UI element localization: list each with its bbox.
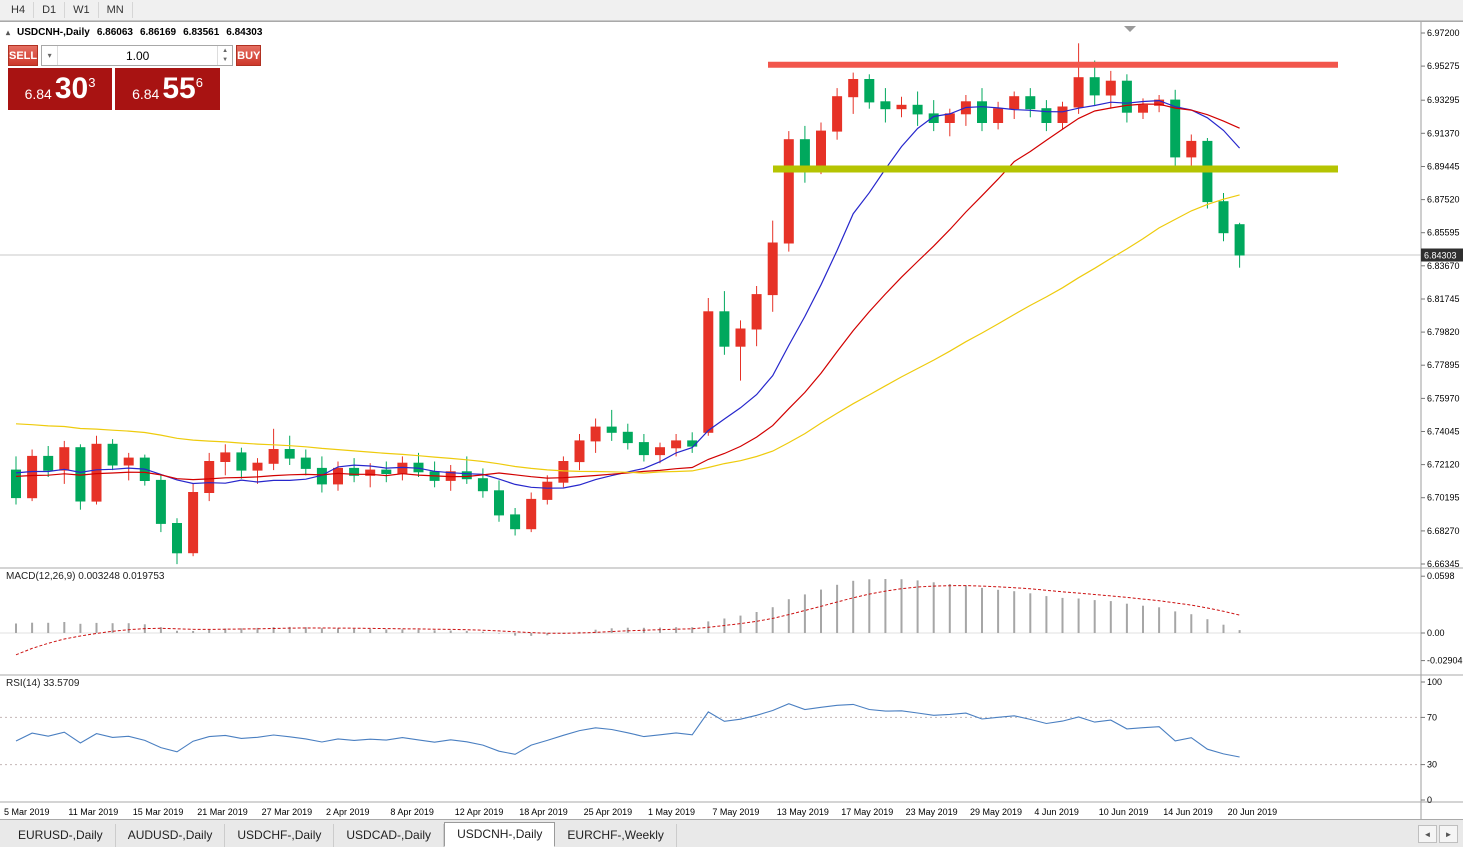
svg-text:7 May 2019: 7 May 2019 bbox=[712, 807, 759, 817]
svg-text:4 Jun 2019: 4 Jun 2019 bbox=[1034, 807, 1079, 817]
svg-text:6.75970: 6.75970 bbox=[1427, 393, 1460, 403]
svg-text:6.74045: 6.74045 bbox=[1427, 427, 1460, 437]
svg-text:30: 30 bbox=[1427, 760, 1437, 770]
svg-text:6.95275: 6.95275 bbox=[1427, 61, 1460, 71]
svg-text:6.84303: 6.84303 bbox=[1424, 251, 1457, 261]
chart-canvas[interactable]: 6.97200 6.95275 6.93295 6.91370 6.89445 6.875… bbox=[0, 22, 1463, 819]
timeframe-d1-button[interactable]: D1 bbox=[34, 2, 66, 18]
buy-price-point: 6 bbox=[195, 75, 203, 90]
time-axis[interactable]: 5 Mar 2019 11 Mar 2019 15 Mar 2019 21 Mar 2… bbox=[4, 807, 1277, 817]
timeframe-h4-button[interactable]: H4 bbox=[3, 2, 35, 18]
rsi-indicator-label: RSI(14) 33.5709 bbox=[6, 678, 80, 689]
chart-window: 6.97200 6.95275 6.93295 6.91370 6.89445 6.875… bbox=[0, 21, 1463, 820]
ma-slow-line[interactable] bbox=[15, 194, 1240, 474]
chart-title: ▴ USDCNH-,Daily 6.86063 6.86169 6.83561 … bbox=[6, 27, 262, 38]
volume-input[interactable] bbox=[58, 46, 218, 65]
tab-scroll-buttons: ◄ ► bbox=[1418, 825, 1458, 843]
svg-text:13 May 2019: 13 May 2019 bbox=[777, 807, 829, 817]
sell-price-pips: 30 bbox=[54, 72, 89, 105]
svg-text:100: 100 bbox=[1427, 677, 1442, 687]
svg-text:27 Mar 2019: 27 Mar 2019 bbox=[262, 807, 313, 817]
macd-histogram bbox=[15, 579, 1241, 636]
volume-input-group: ▾ ▲ ▼ bbox=[41, 45, 234, 66]
macd-signal-line bbox=[15, 585, 1240, 656]
svg-text:25 Apr 2019: 25 Apr 2019 bbox=[584, 807, 633, 817]
svg-text:6.91370: 6.91370 bbox=[1427, 128, 1460, 138]
svg-text:6.81745: 6.81745 bbox=[1427, 294, 1460, 304]
svg-text:0.0598: 0.0598 bbox=[1427, 571, 1455, 581]
svg-text:18 Apr 2019: 18 Apr 2019 bbox=[519, 807, 568, 817]
svg-text:2 Apr 2019: 2 Apr 2019 bbox=[326, 807, 370, 817]
buy-price-pips: 55 bbox=[162, 72, 196, 105]
chart-tab-bar: EURUSD-,Daily AUDUSD-,Daily USDCHF-,Dail… bbox=[0, 820, 1463, 847]
svg-text:11 Mar 2019: 11 Mar 2019 bbox=[68, 807, 118, 817]
svg-text:6.85595: 6.85595 bbox=[1427, 228, 1460, 238]
svg-text:1 May 2019: 1 May 2019 bbox=[648, 807, 695, 817]
svg-text:0: 0 bbox=[1427, 795, 1432, 805]
sell-price-point: 3 bbox=[88, 75, 96, 90]
svg-text:8 Apr 2019: 8 Apr 2019 bbox=[390, 807, 434, 817]
tab-scroll-right-icon[interactable]: ► bbox=[1439, 825, 1458, 843]
svg-text:10 Jun 2019: 10 Jun 2019 bbox=[1099, 807, 1149, 817]
svg-text:6.79820: 6.79820 bbox=[1427, 327, 1460, 337]
macd-indicator-label: MACD(12,26,9) 0.003248 0.019753 bbox=[6, 571, 165, 582]
tab-scroll-left-icon[interactable]: ◄ bbox=[1418, 825, 1437, 843]
svg-text:5 Mar 2019: 5 Mar 2019 bbox=[4, 807, 50, 817]
volume-step-down-icon[interactable]: ▼ bbox=[222, 57, 229, 64]
one-click-trading-panel: SELL ▾ ▲ ▼ BUY 6.84 30 3 6.84 55 6 bbox=[8, 45, 262, 110]
svg-text:6.68270: 6.68270 bbox=[1427, 526, 1460, 536]
svg-text:6.87520: 6.87520 bbox=[1427, 195, 1460, 205]
buy-price-head: 6.84 bbox=[132, 85, 160, 102]
tab-eurusd-daily[interactable]: EURUSD-,Daily bbox=[6, 824, 116, 847]
ohlc-close: 6.84303 bbox=[226, 27, 263, 38]
chart-shift-marker[interactable] bbox=[1124, 26, 1136, 32]
svg-text:0.00: 0.00 bbox=[1427, 628, 1445, 638]
svg-text:12 Apr 2019: 12 Apr 2019 bbox=[455, 807, 504, 817]
svg-text:6.66345: 6.66345 bbox=[1427, 559, 1460, 569]
timeframe-toolbar: H4 D1 W1 MN bbox=[0, 0, 1463, 21]
tab-usdcnh-daily[interactable]: USDCNH-,Daily bbox=[444, 822, 556, 847]
tab-eurchf-weekly[interactable]: EURCHF-,Weekly bbox=[555, 824, 677, 847]
ohlc-high: 6.86169 bbox=[139, 27, 177, 38]
symbol-timeframe-label: USDCNH-,Daily bbox=[17, 27, 90, 38]
price-scale-area[interactable] bbox=[1421, 22, 1463, 819]
svg-text:-0.029049: -0.029049 bbox=[1427, 656, 1463, 666]
candlesticks[interactable] bbox=[11, 43, 1245, 565]
rsi-line bbox=[15, 703, 1240, 758]
ohlc-low: 6.83561 bbox=[183, 27, 220, 38]
volume-stepper: ▲ ▼ bbox=[217, 46, 232, 65]
svg-text:6.83670: 6.83670 bbox=[1427, 261, 1460, 271]
volume-step-up-icon[interactable]: ▲ bbox=[222, 47, 229, 54]
svg-text:14 Jun 2019: 14 Jun 2019 bbox=[1163, 807, 1213, 817]
ohlc-open: 6.86063 bbox=[96, 27, 133, 38]
svg-text:6.97200: 6.97200 bbox=[1427, 28, 1460, 38]
svg-text:29 May 2019: 29 May 2019 bbox=[970, 807, 1022, 817]
svg-text:6.89445: 6.89445 bbox=[1427, 162, 1460, 172]
buy-price-display[interactable]: 6.84 55 6 bbox=[115, 68, 220, 110]
svg-text:20 Jun 2019: 20 Jun 2019 bbox=[1228, 807, 1278, 817]
price-scale-labels: 6.97200 6.95275 6.93295 6.91370 6.89445 6.875… bbox=[1421, 28, 1463, 805]
svg-text:6.72120: 6.72120 bbox=[1427, 460, 1460, 470]
svg-text:21 Mar 2019: 21 Mar 2019 bbox=[197, 807, 248, 817]
volume-dropdown-icon[interactable]: ▾ bbox=[42, 46, 59, 65]
svg-text:23 May 2019: 23 May 2019 bbox=[906, 807, 958, 817]
svg-text:6.70195: 6.70195 bbox=[1427, 493, 1460, 503]
one-click-toggle-icon[interactable]: ▴ bbox=[6, 28, 11, 37]
timeframe-w1-button[interactable]: W1 bbox=[65, 2, 99, 18]
sell-price-head: 6.84 bbox=[24, 85, 52, 102]
buy-button[interactable]: BUY bbox=[236, 45, 262, 66]
svg-text:70: 70 bbox=[1427, 712, 1437, 722]
sell-button[interactable]: SELL bbox=[8, 45, 39, 66]
sell-price-display[interactable]: 6.84 30 3 bbox=[8, 68, 112, 110]
timeframe-mn-button[interactable]: MN bbox=[99, 2, 133, 18]
svg-text:15 Mar 2019: 15 Mar 2019 bbox=[133, 807, 184, 817]
tab-audusd-daily[interactable]: AUDUSD-,Daily bbox=[116, 824, 226, 847]
current-price-tag bbox=[1421, 248, 1463, 262]
svg-text:6.77895: 6.77895 bbox=[1427, 360, 1460, 370]
tab-usdcad-daily[interactable]: USDCAD-,Daily bbox=[334, 824, 445, 847]
svg-text:6.93295: 6.93295 bbox=[1427, 95, 1460, 105]
svg-text:17 May 2019: 17 May 2019 bbox=[841, 807, 893, 817]
tab-usdchf-daily[interactable]: USDCHF-,Daily bbox=[225, 824, 335, 847]
